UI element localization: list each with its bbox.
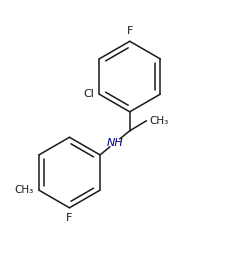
Text: F: F	[66, 213, 72, 223]
Text: F: F	[126, 26, 132, 36]
Text: CH₃: CH₃	[15, 185, 34, 195]
Text: NH: NH	[106, 138, 123, 148]
Text: Cl: Cl	[83, 89, 94, 99]
Text: CH₃: CH₃	[148, 116, 168, 126]
